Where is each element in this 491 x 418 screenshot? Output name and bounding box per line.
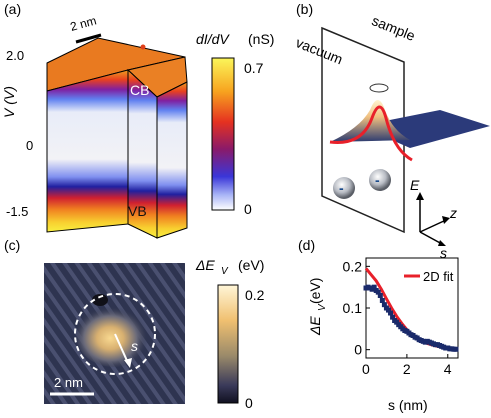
colorbar-c-sub: V xyxy=(221,266,229,277)
panel-a: (a) 2 nm CB VB 2.0 0 -1.5 V (V) dI/dV (n… xyxy=(1,1,274,239)
electron-2 xyxy=(369,169,391,191)
data-point xyxy=(371,284,377,290)
colorbar-c-unit: (eV) xyxy=(238,257,264,273)
charge-1: - xyxy=(339,180,344,196)
data-point xyxy=(385,307,391,313)
xtick-label-1: 2 xyxy=(403,361,411,377)
colorbar-a xyxy=(211,57,235,211)
colorbar-c xyxy=(217,284,239,404)
colorbar-a-min: 0 xyxy=(244,201,252,217)
scalebar-a-label: 2 nm xyxy=(69,13,98,33)
panel-c: (c) s 2 nm ΔE V (eV) 0.2 0 xyxy=(4,237,265,411)
xlabel-d: s (nm) xyxy=(388,397,428,413)
ytick-a-0: 2.0 xyxy=(6,48,24,63)
ylabel-d-main: ΔE xyxy=(307,316,323,336)
ylabel-d-sub: V xyxy=(317,303,328,311)
ytick-label-1: 0.1 xyxy=(343,300,363,316)
panel-c-label: (c) xyxy=(4,237,20,253)
colorbar-c-max: 0.2 xyxy=(245,287,265,303)
colorbar-a-unit: (nS) xyxy=(248,31,274,47)
panel-b: (b) vacuum sample - - E z s xyxy=(294,1,490,261)
axis-s-label: s xyxy=(440,245,447,261)
sts-face-right xyxy=(156,81,188,239)
panel-a-label: (a) xyxy=(4,1,21,17)
data-point xyxy=(453,346,459,352)
vb-label: VB xyxy=(128,203,147,219)
colorbar-a-max: 0.7 xyxy=(244,60,264,76)
stm-map xyxy=(44,263,185,404)
cb-label: CB xyxy=(130,82,149,98)
charge-2: - xyxy=(375,172,380,188)
panel-d: (d) 0 2 4 0 0.1 0.2 2D fit ΔE V (eV) s (nm) xyxy=(298,237,459,413)
ylabel-a: V (V) xyxy=(1,86,17,118)
sts-block: CB VB xyxy=(46,37,188,239)
integration-circle xyxy=(74,293,156,375)
xtick-label-2: 4 xyxy=(444,361,452,377)
axis-ticks: 0 2 4 0 0.1 0.2 xyxy=(343,258,452,377)
vacuum-label: vacuum xyxy=(294,34,345,67)
ytick-label-0: 0 xyxy=(354,342,362,358)
potential-profile-curve xyxy=(329,105,413,162)
panel-b-label: (b) xyxy=(296,1,313,17)
tunnel-barrier-plane xyxy=(321,26,405,234)
axis-z-label: z xyxy=(449,205,457,221)
data-point xyxy=(388,310,394,316)
axes-triad: E z s xyxy=(410,177,457,261)
ylabel-d-unit: (eV) xyxy=(307,278,323,304)
scalebar-c-label: 2 nm xyxy=(54,375,83,390)
data-point xyxy=(381,302,387,308)
data-point xyxy=(375,289,381,295)
sts-face-left xyxy=(46,69,129,233)
panel-d-label: (d) xyxy=(298,237,315,253)
electron-1 xyxy=(333,177,355,199)
sample-label: sample xyxy=(370,12,418,44)
data-point xyxy=(390,314,396,320)
colorbar-a-title: dI/dV xyxy=(196,31,230,47)
s-label: s xyxy=(131,338,138,354)
ytick-label-2: 0.2 xyxy=(343,258,363,274)
colorbar-c-title: ΔE xyxy=(195,257,215,273)
s-arrow xyxy=(114,333,129,364)
axis-e-label: E xyxy=(410,177,420,193)
ytick-a-2: -1.5 xyxy=(6,204,28,219)
scalebar-a-line xyxy=(75,33,102,44)
colorbar-c-min: 0 xyxy=(245,395,253,411)
data-point xyxy=(377,293,383,298)
legend-fit-label: 2D fit xyxy=(423,269,454,284)
xtick-label-0: 0 xyxy=(362,361,370,377)
ytick-a-1: 0 xyxy=(26,138,33,153)
tip-ring xyxy=(369,83,389,93)
data-series xyxy=(363,284,459,352)
data-point xyxy=(379,298,385,303)
